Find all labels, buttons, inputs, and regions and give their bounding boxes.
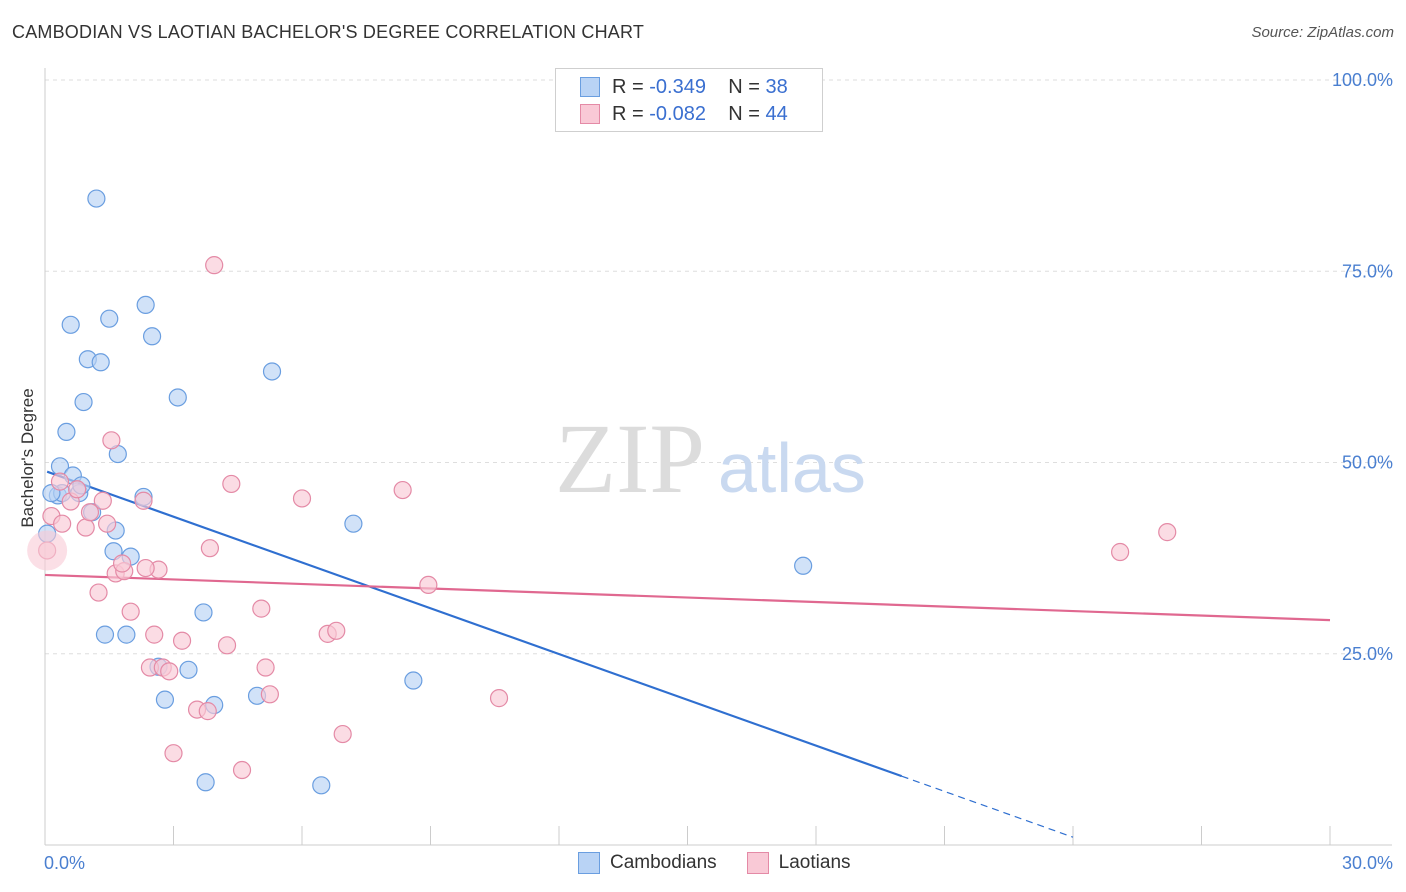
point-cambodians	[262, 362, 282, 381]
legend-row-cambodians: R = -0.349 N = 38	[580, 74, 788, 100]
trendline-extension	[901, 775, 1074, 838]
point-cambodians	[196, 773, 215, 792]
point-laotians	[50, 472, 70, 491]
legend-r-label: R =	[612, 75, 644, 98]
watermark-atlas: atlas	[718, 429, 866, 507]
point-laotians	[292, 489, 312, 508]
point-cambodians	[136, 295, 155, 315]
legend-n-value: 44	[765, 102, 788, 125]
point-laotians	[93, 491, 112, 510]
point-cambodians	[142, 327, 162, 346]
point-laotians	[419, 575, 438, 595]
legend-swatch-cambodians	[578, 852, 600, 874]
chart-title: CAMBODIAN VS LAOTIAN BACHELOR'S DEGREE C…	[12, 22, 645, 42]
point-laotians	[134, 491, 153, 510]
point-cambodians	[168, 388, 187, 407]
point-laotians	[136, 558, 155, 578]
point-laotians	[232, 760, 252, 780]
series-legend: Cambodians Laotians	[578, 852, 881, 874]
point-cambodians	[91, 353, 110, 372]
point-laotians	[252, 599, 271, 618]
point-laotians	[68, 480, 87, 499]
legend-n-label: N =	[728, 75, 760, 98]
point-laotians	[489, 689, 509, 708]
point-cambodians	[57, 422, 76, 441]
point-laotians	[80, 503, 100, 522]
legend-swatch-laotians	[746, 852, 769, 874]
point-laotians	[172, 631, 192, 650]
point-cambodians	[404, 671, 423, 690]
point-laotians	[222, 474, 241, 494]
point-cambodians	[312, 776, 331, 795]
point-cambodians	[100, 309, 119, 328]
grid-layer	[45, 79, 1392, 655]
watermark-zip: ZIP	[555, 403, 705, 514]
point-cambodians	[344, 514, 363, 533]
point-cambodians	[87, 189, 106, 208]
legend-swatch-laotians	[580, 104, 600, 124]
point-cambodians	[95, 625, 115, 644]
axis-layer	[44, 68, 1392, 846]
point-laotians	[76, 518, 95, 537]
legend-item-laotians[interactable]: Laotians	[746, 852, 851, 874]
point-laotians	[205, 256, 224, 275]
point-laotians	[256, 658, 275, 677]
point-laotians	[53, 514, 72, 533]
point-cambodians	[194, 603, 213, 622]
point-laotians	[200, 539, 220, 558]
legend-item-cambodians[interactable]: Cambodians	[578, 852, 717, 874]
point-laotians	[160, 662, 179, 681]
legend-r-label: R =	[612, 102, 644, 125]
point-laotians	[217, 636, 237, 655]
trendline-cambodians	[46, 470, 903, 778]
point-laotians	[98, 514, 117, 533]
legend-label-laotians: Laotians	[778, 852, 851, 873]
legend-n-label: N =	[728, 102, 760, 125]
point-laotians	[145, 625, 164, 644]
point-laotians	[1158, 523, 1177, 542]
point-laotians	[333, 724, 352, 744]
point-cambodians	[74, 392, 93, 412]
point-laotians	[89, 583, 108, 602]
legend-n-value: 38	[765, 75, 788, 98]
trendline-laotians	[44, 573, 1331, 622]
point-laotians	[164, 744, 183, 763]
point-laotians	[1111, 542, 1130, 562]
y-tick-label: 100.0%	[1332, 70, 1393, 90]
point-cambodians	[794, 556, 813, 575]
trend-layer	[44, 470, 1331, 838]
point-cambodians	[117, 625, 136, 644]
x-tick-label: 30.0%	[1342, 853, 1393, 873]
y-tick-label: 25.0%	[1342, 644, 1393, 664]
point-laotians	[327, 621, 346, 640]
legend-label-cambodians: Cambodians	[610, 852, 717, 873]
point-laotians-cluster	[27, 530, 68, 571]
source-label: Source: ZipAtlas.com	[1251, 24, 1394, 41]
point-laotians	[121, 602, 140, 621]
point-cambodians	[155, 690, 175, 709]
point-laotians	[112, 554, 132, 573]
point-laotians	[260, 685, 279, 704]
legend-swatch-cambodians	[580, 77, 600, 97]
point-laotians	[102, 431, 121, 450]
point-cambodians	[61, 315, 80, 334]
legend-row-laotians: R = -0.082 N = 44	[580, 101, 788, 127]
legend-r-value: -0.082	[649, 102, 706, 125]
point-cambodians	[179, 660, 198, 679]
point-laotians	[198, 702, 217, 721]
tick-label-layer: 25.0% 50.0% 75.0% 100.0% 0.0% 30.0%	[44, 70, 1393, 873]
legend-r-value: -0.349	[649, 75, 706, 98]
correlation-legend: R = -0.349 N = 38 R = -0.082 N = 44	[555, 68, 823, 132]
points-layer	[27, 189, 1177, 795]
y-tick-label: 50.0%	[1342, 453, 1393, 473]
y-tick-label: 75.0%	[1342, 261, 1393, 281]
point-laotians	[393, 480, 412, 500]
x-tick-label: 0.0%	[44, 853, 85, 873]
